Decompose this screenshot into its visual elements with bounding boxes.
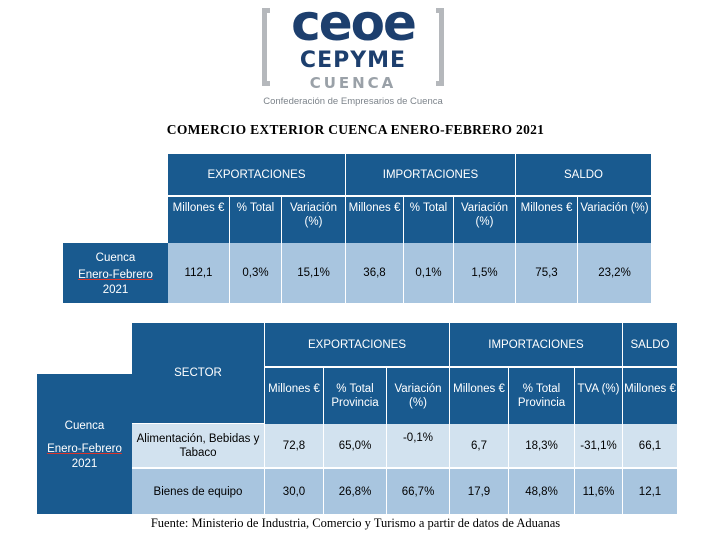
t1-value: 0,3% — [230, 243, 282, 303]
logo-bracket-right — [436, 8, 444, 86]
t1-value: 36,8 — [346, 243, 404, 303]
source-note: Fuente: Ministerio de Industria, Comerci… — [150, 516, 561, 530]
t2-value: -31,1% — [575, 424, 623, 468]
t1-value: 23,2% — [578, 243, 652, 303]
t2-sector-cell: Alimentación, Bebidas y Tabaco — [132, 424, 265, 468]
t2-sector-cell: Bienes de equipo — [132, 469, 265, 514]
t1-value: 15,1% — [282, 243, 346, 303]
t2-row-label-line1: Cuenca — [64, 420, 105, 432]
t2-value: 65,0% — [324, 424, 387, 468]
t2-col-exp-millones: Millones € — [265, 368, 324, 424]
t1-value: 1,5% — [454, 243, 516, 303]
t2-value: 17,9 — [450, 469, 509, 514]
logo-cepyme-text: CEPYME — [299, 48, 407, 73]
t2-row-label: Cuenca Enero-Febrero 2021 — [37, 374, 132, 514]
t1-row-label-line2: Enero-Febrero — [78, 269, 153, 281]
t1-col-imp-millones: Millones € — [346, 197, 404, 243]
t2-value: 48,8% — [509, 469, 575, 514]
t2-col-imp-tva: TVA (%) — [575, 368, 623, 424]
logo-bracket-left — [262, 8, 270, 86]
t2-value: 72,8 — [265, 424, 324, 468]
t1-col-imp-variacion: Variación (%) — [454, 197, 516, 243]
logo-ceoe-text: ceoe — [291, 0, 417, 52]
t2-row-label-line2: Enero-Febrero — [47, 443, 122, 455]
t2-col-exp-variacion: Variación (%) — [387, 368, 450, 424]
t1-value: 112,1 — [168, 243, 230, 303]
t1-col-exp-variacion: Variación (%) — [282, 197, 346, 243]
t1-group-exportaciones: EXPORTACIONES — [168, 154, 346, 196]
t2-value: 18,3% — [509, 424, 575, 468]
t2-value: 26,8% — [324, 469, 387, 514]
ceoe-cepyme-logo: ceoe CEPYME CUENCA Confederación de Empr… — [262, 0, 444, 108]
t2-row-label-line3: 2021 — [71, 458, 98, 470]
t2-sector-header: SECTOR — [132, 323, 265, 424]
t2-col-imp-millones: Millones € — [450, 368, 509, 424]
t2-group-saldo: SALDO — [623, 323, 678, 367]
t2-value: 30,0 — [265, 469, 324, 514]
t1-group-saldo: SALDO — [516, 154, 652, 196]
logo-cuenca-text: CUENCA — [309, 74, 397, 92]
t1-group-importaciones: IMPORTACIONES — [346, 154, 516, 196]
t2-value: 12,1 — [623, 469, 678, 514]
t2-value: 11,6% — [575, 469, 623, 514]
t1-col-exp-total: % Total — [230, 197, 282, 243]
t1-value: 75,3 — [516, 243, 578, 303]
logo-subtitle: Confederación de Empresarios de Cuenca — [263, 96, 443, 107]
t1-col-exp-millones: Millones € — [168, 197, 230, 243]
t2-value: 6,7 — [450, 424, 509, 468]
t2-value: 66,7% — [387, 469, 450, 514]
t1-col-saldo-variacion: Variación (%) — [578, 197, 652, 243]
t2-value: 66,1 — [623, 424, 678, 468]
t2-col-imp-total: % Total Provincia — [509, 368, 575, 424]
page-title: COMERCIO EXTERIOR CUENCA ENERO-FEBRERO 2… — [166, 122, 545, 137]
t1-row-label: Cuenca Enero-Febrero 2021 — [63, 243, 168, 303]
t2-group-importaciones: IMPORTACIONES — [450, 323, 623, 367]
t1-col-saldo-millones: Millones € — [516, 197, 578, 243]
t2-col-saldo-millones: Millones € — [623, 368, 678, 424]
t1-col-imp-total: % Total — [404, 197, 454, 243]
t1-row-label-line3: 2021 — [102, 284, 129, 296]
t2-value: -0,1% — [387, 424, 450, 468]
t1-row-label-line1: Cuenca — [95, 252, 136, 264]
t2-group-exportaciones: EXPORTACIONES — [265, 323, 450, 367]
t2-col-exp-total: % Total Provincia — [324, 368, 387, 424]
t1-value: 0,1% — [404, 243, 454, 303]
